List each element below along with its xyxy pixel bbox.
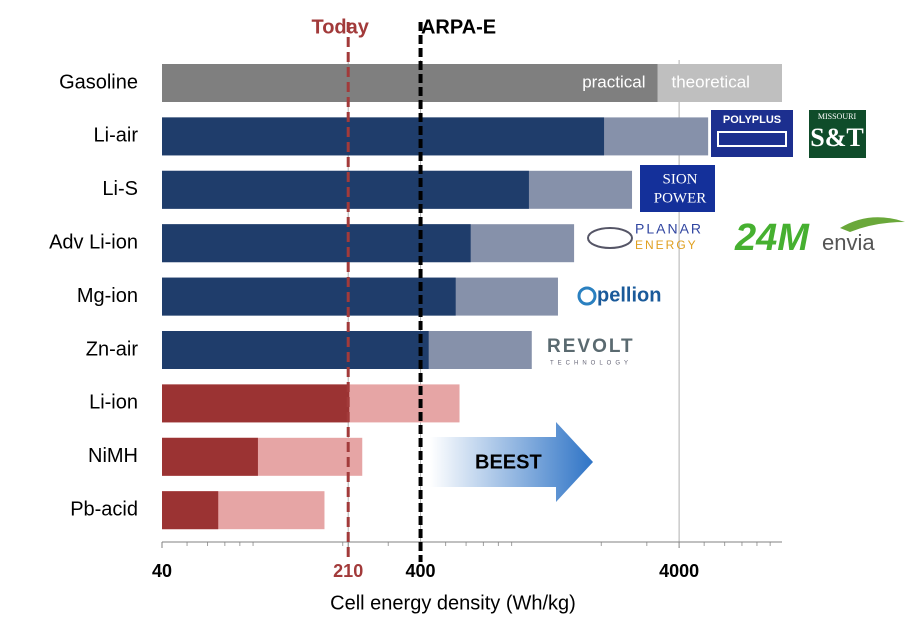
y-tick-label: Li-air — [94, 125, 139, 147]
bar — [162, 491, 219, 530]
bar — [162, 384, 350, 423]
bar — [162, 224, 471, 263]
bar — [162, 170, 529, 209]
y-tick-label: NiMH — [88, 445, 138, 467]
logo-box — [711, 110, 793, 157]
bar — [162, 331, 429, 369]
bar — [162, 437, 258, 476]
logo-text: TECHNOLOGY — [550, 361, 632, 367]
logo-text: pellion — [597, 284, 661, 306]
bar — [162, 117, 605, 156]
logo-text: REVOLT — [547, 336, 635, 357]
logo-swirl — [587, 227, 633, 249]
logo-leaf — [840, 217, 905, 232]
logo-text: envia — [822, 230, 875, 255]
logo-text: PLANAR — [635, 221, 703, 237]
bar — [162, 277, 456, 316]
logo-mark — [577, 286, 597, 306]
y-tick-label: Li-S — [102, 178, 138, 200]
bar — [162, 64, 658, 102]
x-axis-label: Cell energy density (Wh/kg) — [330, 592, 576, 614]
logo-text: S&T — [810, 123, 863, 152]
x-tick-label: 400 — [406, 561, 436, 581]
x-tick-label: 210 — [333, 561, 363, 581]
logo-text: ENERGY — [635, 238, 698, 252]
logo-text: MISSOURI — [818, 112, 857, 121]
y-tick-label: Pb-acid — [70, 498, 138, 520]
legend-entry: practical — [582, 72, 645, 91]
legend-entry: theoretical — [672, 72, 750, 91]
logo-box — [640, 165, 715, 212]
arrow-label: BEEST — [475, 451, 542, 473]
y-tick-label: Zn-air — [86, 338, 139, 360]
reference-label: Today — [311, 16, 369, 38]
reference-label: ARPA-E — [421, 16, 496, 38]
y-tick-label: Mg-ion — [77, 285, 138, 307]
y-tick-label: Adv Li-ion — [49, 231, 138, 253]
logo-text: POWER — [654, 190, 707, 206]
y-tick-label: Gasoline — [59, 71, 138, 93]
logo-box — [809, 110, 866, 158]
logo-text: POLYPLUS — [723, 114, 781, 126]
y-tick-label: Li-ion — [89, 392, 138, 414]
logo-text: 24M — [734, 217, 810, 259]
x-tick-label: 4000 — [659, 561, 699, 581]
logo-bar — [717, 131, 787, 147]
beest-arrow — [430, 422, 593, 502]
logo-text: SION — [662, 171, 697, 187]
x-tick-label: 40 — [152, 561, 172, 581]
